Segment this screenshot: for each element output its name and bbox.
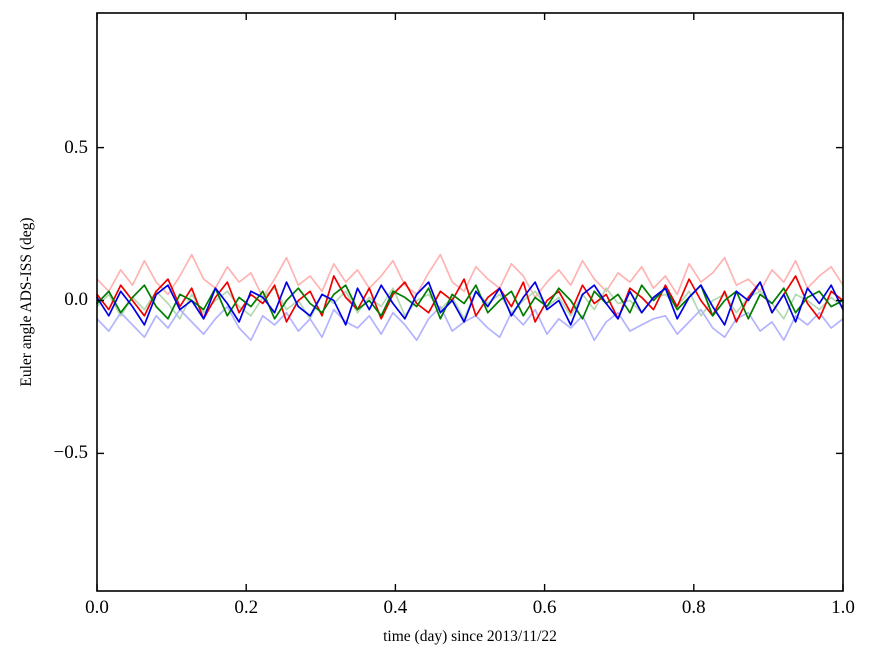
- y-tick-label: −0.5: [53, 442, 88, 464]
- x-tick-label: 0.4: [383, 597, 408, 618]
- series-lines: [96, 253, 844, 342]
- axes-border: [96, 12, 844, 592]
- x-tick-label: 0.6: [532, 597, 557, 618]
- series-line-green: [96, 284, 844, 320]
- y-tick-label: 0.5: [64, 136, 88, 158]
- series-line-blue: [96, 281, 844, 326]
- series-line-red: [96, 275, 844, 323]
- y-axis-label: Euler angle ADS-ISS (deg): [18, 217, 35, 387]
- series-line-light-blue: [96, 305, 844, 342]
- x-tick-label: 0.0: [85, 597, 109, 618]
- x-tick-label: 1.0: [831, 597, 855, 618]
- x-tick-label: 0.2: [234, 597, 259, 618]
- x-axis-label: time (day) since 2013/11/22: [383, 628, 557, 645]
- x-tick-label: 0.8: [681, 597, 706, 618]
- y-tick-label: 0.0: [64, 289, 88, 311]
- series-line-light-red: [96, 253, 844, 299]
- axis-ticks: [96, 13, 844, 591]
